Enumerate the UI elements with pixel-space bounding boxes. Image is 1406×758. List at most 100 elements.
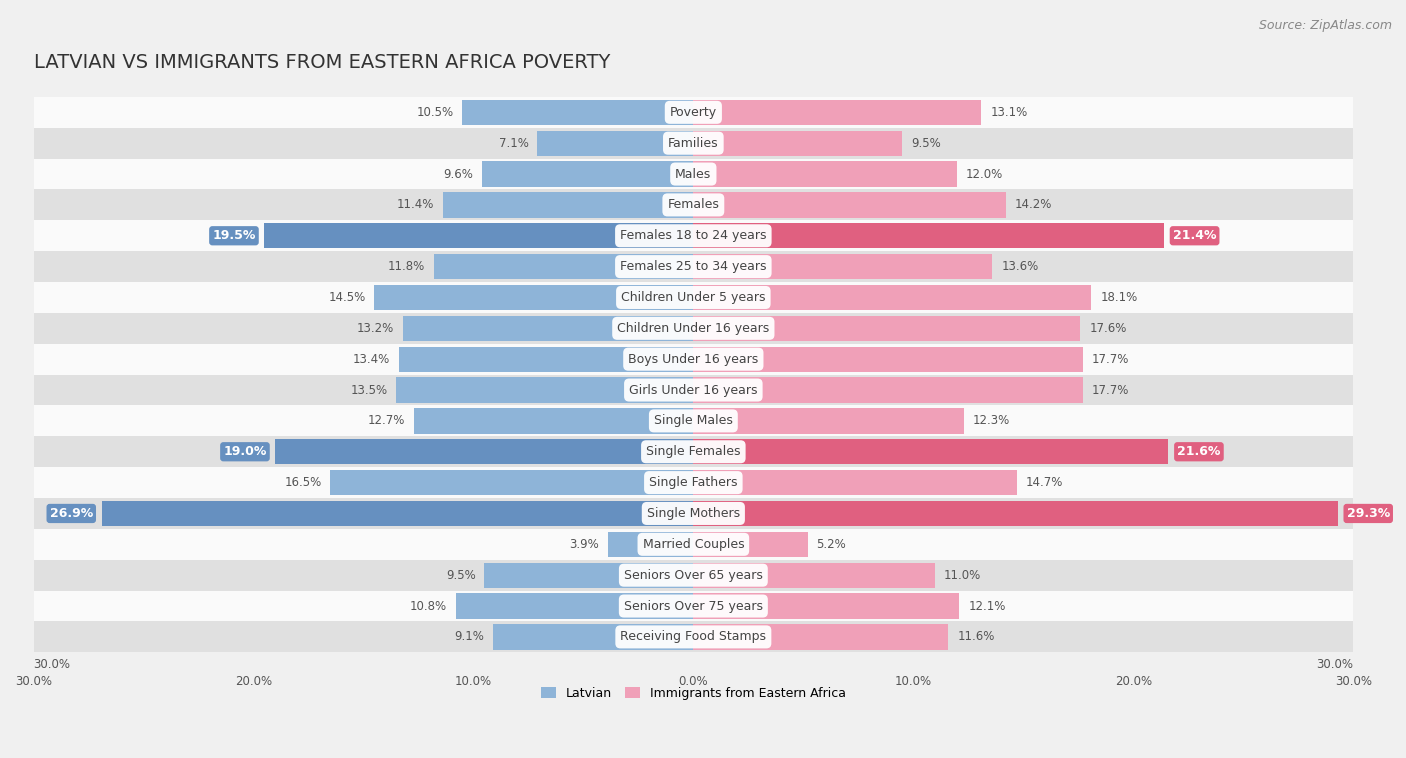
Bar bbox=[276, 439, 693, 465]
Bar bbox=[34, 158, 1353, 190]
Text: Females 18 to 24 years: Females 18 to 24 years bbox=[620, 229, 766, 243]
Text: 13.2%: 13.2% bbox=[357, 322, 394, 335]
Text: 9.1%: 9.1% bbox=[454, 631, 485, 644]
Bar bbox=[693, 285, 1091, 310]
Text: 18.1%: 18.1% bbox=[1101, 291, 1137, 304]
Text: Single Males: Single Males bbox=[654, 415, 733, 428]
Text: 13.4%: 13.4% bbox=[353, 352, 389, 365]
Bar bbox=[34, 128, 1353, 158]
Bar bbox=[34, 251, 1353, 282]
Text: 3.9%: 3.9% bbox=[569, 538, 599, 551]
Text: Poverty: Poverty bbox=[669, 106, 717, 119]
Text: Females: Females bbox=[668, 199, 720, 211]
Bar bbox=[693, 531, 807, 557]
Text: Children Under 16 years: Children Under 16 years bbox=[617, 322, 769, 335]
Text: 11.8%: 11.8% bbox=[388, 260, 425, 273]
Text: 30.0%: 30.0% bbox=[1316, 658, 1353, 671]
Bar bbox=[34, 221, 1353, 251]
Bar bbox=[607, 531, 693, 557]
Text: Families: Families bbox=[668, 136, 718, 149]
Text: 17.6%: 17.6% bbox=[1090, 322, 1126, 335]
Bar bbox=[693, 161, 957, 186]
Bar bbox=[34, 406, 1353, 437]
Text: 11.4%: 11.4% bbox=[396, 199, 434, 211]
Bar bbox=[443, 193, 693, 218]
Bar bbox=[34, 590, 1353, 622]
Bar bbox=[693, 315, 1080, 341]
Bar bbox=[34, 498, 1353, 529]
Bar bbox=[34, 97, 1353, 128]
Bar bbox=[434, 254, 693, 279]
Text: Boys Under 16 years: Boys Under 16 years bbox=[628, 352, 758, 365]
Text: 11.0%: 11.0% bbox=[943, 568, 981, 581]
Bar bbox=[404, 315, 693, 341]
Text: 11.6%: 11.6% bbox=[957, 631, 994, 644]
Bar bbox=[693, 562, 935, 587]
Text: 13.6%: 13.6% bbox=[1001, 260, 1039, 273]
Text: Receiving Food Stamps: Receiving Food Stamps bbox=[620, 631, 766, 644]
Bar bbox=[494, 625, 693, 650]
Legend: Latvian, Immigrants from Eastern Africa: Latvian, Immigrants from Eastern Africa bbox=[536, 681, 851, 705]
Text: 13.5%: 13.5% bbox=[350, 384, 388, 396]
Bar bbox=[34, 529, 1353, 559]
Text: Children Under 5 years: Children Under 5 years bbox=[621, 291, 766, 304]
Bar bbox=[693, 223, 1164, 249]
Bar bbox=[537, 130, 693, 156]
Bar bbox=[693, 100, 981, 125]
Bar bbox=[693, 594, 959, 619]
Text: 17.7%: 17.7% bbox=[1091, 384, 1129, 396]
Text: 9.5%: 9.5% bbox=[911, 136, 941, 149]
Text: 21.4%: 21.4% bbox=[1173, 229, 1216, 243]
Bar bbox=[693, 625, 949, 650]
Text: 12.0%: 12.0% bbox=[966, 168, 1004, 180]
Text: 13.1%: 13.1% bbox=[990, 106, 1028, 119]
Bar bbox=[485, 562, 693, 587]
Text: Source: ZipAtlas.com: Source: ZipAtlas.com bbox=[1258, 19, 1392, 32]
Bar bbox=[34, 622, 1353, 653]
Text: 7.1%: 7.1% bbox=[499, 136, 529, 149]
Text: 12.1%: 12.1% bbox=[969, 600, 1005, 612]
Text: 19.5%: 19.5% bbox=[212, 229, 256, 243]
Bar bbox=[34, 190, 1353, 221]
Text: Seniors Over 75 years: Seniors Over 75 years bbox=[624, 600, 763, 612]
Bar bbox=[396, 377, 693, 402]
Text: LATVIAN VS IMMIGRANTS FROM EASTERN AFRICA POVERTY: LATVIAN VS IMMIGRANTS FROM EASTERN AFRIC… bbox=[34, 53, 610, 72]
Text: 10.5%: 10.5% bbox=[416, 106, 454, 119]
Bar bbox=[34, 437, 1353, 467]
Bar bbox=[34, 559, 1353, 590]
Bar bbox=[374, 285, 693, 310]
Bar bbox=[399, 346, 693, 372]
Text: Seniors Over 65 years: Seniors Over 65 years bbox=[624, 568, 763, 581]
Text: 9.5%: 9.5% bbox=[446, 568, 475, 581]
Text: 12.3%: 12.3% bbox=[973, 415, 1010, 428]
Text: Females 25 to 34 years: Females 25 to 34 years bbox=[620, 260, 766, 273]
Bar bbox=[693, 346, 1083, 372]
Text: 5.2%: 5.2% bbox=[817, 538, 846, 551]
Text: 17.7%: 17.7% bbox=[1091, 352, 1129, 365]
Bar bbox=[330, 470, 693, 495]
Bar bbox=[456, 594, 693, 619]
Bar bbox=[693, 377, 1083, 402]
Text: 12.7%: 12.7% bbox=[368, 415, 405, 428]
Bar bbox=[693, 501, 1337, 526]
Text: Married Couples: Married Couples bbox=[643, 538, 744, 551]
Text: 29.3%: 29.3% bbox=[1347, 507, 1391, 520]
Bar bbox=[693, 439, 1168, 465]
Bar bbox=[34, 344, 1353, 374]
Text: 14.2%: 14.2% bbox=[1015, 199, 1052, 211]
Text: 10.8%: 10.8% bbox=[411, 600, 447, 612]
Bar bbox=[34, 282, 1353, 313]
Bar bbox=[34, 467, 1353, 498]
Bar bbox=[34, 374, 1353, 406]
Bar bbox=[264, 223, 693, 249]
Text: Girls Under 16 years: Girls Under 16 years bbox=[628, 384, 758, 396]
Bar bbox=[413, 409, 693, 434]
Bar bbox=[693, 193, 1005, 218]
Bar bbox=[482, 161, 693, 186]
Bar bbox=[463, 100, 693, 125]
Bar bbox=[34, 313, 1353, 344]
Text: Single Mothers: Single Mothers bbox=[647, 507, 740, 520]
Text: 9.6%: 9.6% bbox=[443, 168, 474, 180]
Text: 30.0%: 30.0% bbox=[34, 658, 70, 671]
Text: 19.0%: 19.0% bbox=[224, 445, 267, 459]
